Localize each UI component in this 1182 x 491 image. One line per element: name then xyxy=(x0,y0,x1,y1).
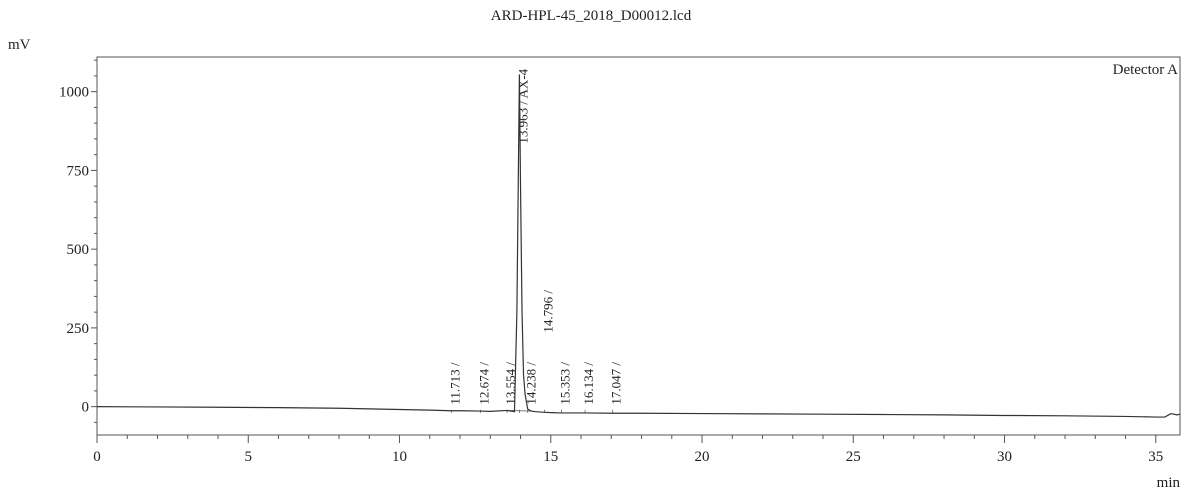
peak-labels: 11.713 / 12.674 / 13.554 / 13.963 / AX-4 14.… xyxy=(447,68,624,413)
legend-detector: Detector A xyxy=(1113,62,1179,78)
peak-label: 12.674 / xyxy=(476,362,491,405)
y-axis: 0 250 500 750 1000 xyxy=(59,59,97,423)
y-tick-label: 750 xyxy=(67,163,90,179)
y-axis-unit: mV xyxy=(8,37,31,53)
x-tick-label: 0 xyxy=(93,449,101,465)
x-tick-label: 35 xyxy=(1148,449,1163,465)
x-axis: 0 5 10 15 20 25 30 35 xyxy=(93,435,1163,465)
peak-label: 17.047 / xyxy=(609,362,624,405)
peak-label: 16.134 / xyxy=(581,362,596,405)
x-axis-unit: min xyxy=(1157,475,1181,491)
peak-label: 13.554 / xyxy=(503,362,518,405)
y-tick-label: 250 xyxy=(67,321,90,337)
x-tick-label: 25 xyxy=(846,449,861,465)
x-tick-label: 5 xyxy=(245,449,253,465)
peak-label: 15.353 / xyxy=(557,362,572,405)
chart-title: ARD-HPL-45_2018_D00012.lcd xyxy=(491,8,692,24)
x-tick-label: 30 xyxy=(997,449,1012,465)
peak-label: 11.713 / xyxy=(447,362,462,405)
peak-label: 14.238 / xyxy=(524,362,539,405)
y-tick-label: 500 xyxy=(67,242,90,258)
x-tick-label: 15 xyxy=(543,449,558,465)
x-tick-label: 10 xyxy=(392,449,407,465)
x-tick-label: 20 xyxy=(695,449,710,465)
peak-label: 14.796 / xyxy=(541,290,556,333)
peak-label: 13.963 / AX-4 xyxy=(515,68,530,143)
y-tick-label: 0 xyxy=(82,400,90,416)
plot-frame xyxy=(96,56,1181,436)
y-tick-label: 1000 xyxy=(59,85,89,101)
detector-a-trace xyxy=(96,74,1181,418)
